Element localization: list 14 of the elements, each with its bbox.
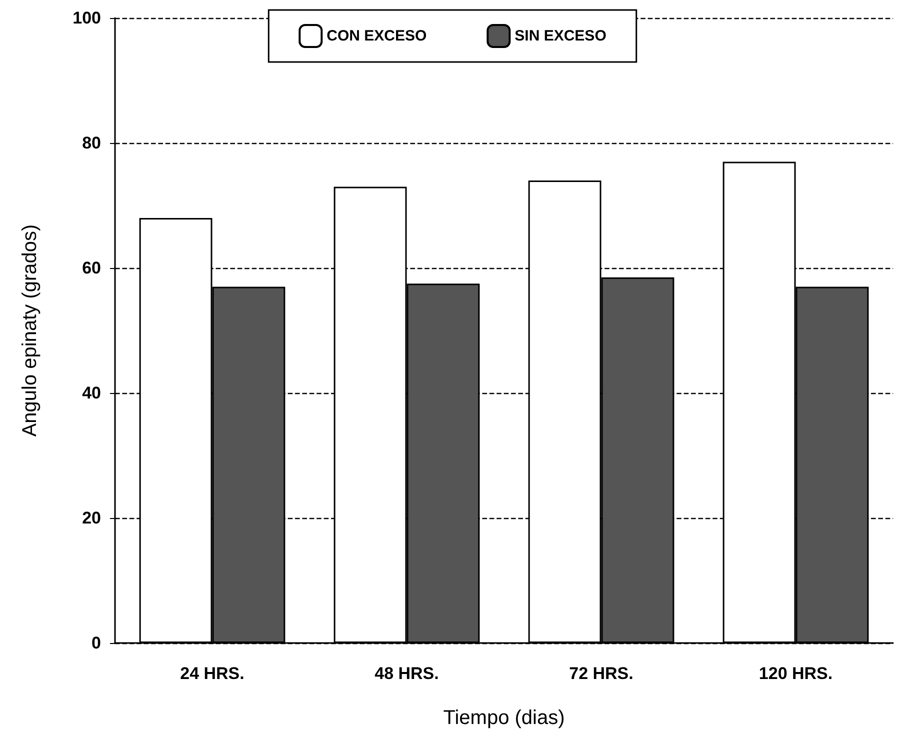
- y-tick-label: 80: [82, 134, 101, 152]
- x-tick-label: 72 HRS.: [569, 664, 634, 683]
- x-tick-label: 48 HRS.: [374, 664, 439, 683]
- y-tick-label: 20: [82, 508, 101, 528]
- y-tick-label: 0: [92, 634, 101, 652]
- legend-label: CON EXCESO: [326, 28, 427, 44]
- x-axis-title: Tiempo (dias): [443, 707, 565, 729]
- x-tick-label: 120 HRS.: [758, 664, 833, 683]
- legend-label: SIN EXCESO: [514, 28, 607, 44]
- y-tick-label: 100: [72, 8, 101, 28]
- y-tick-label: 60: [82, 258, 101, 278]
- y-axis-title: Angulo epinaty (grados): [19, 224, 41, 437]
- x-tick-label: 24 HRS.: [180, 664, 244, 683]
- y-tick-label: 40: [82, 384, 101, 402]
